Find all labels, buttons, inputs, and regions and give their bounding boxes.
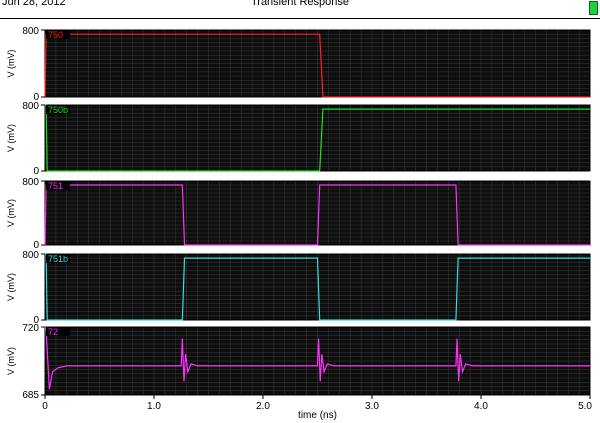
corner-marker-button[interactable] xyxy=(589,1,598,15)
series-name-label-751: 751 xyxy=(48,181,63,191)
date-label: Jun 28, 2012 xyxy=(2,0,66,8)
series-tag-bg-751b xyxy=(46,254,70,263)
series-name-label-751b: 751b xyxy=(48,254,68,264)
series-line-750b xyxy=(45,104,590,172)
x-tick-label-0: 0 xyxy=(42,401,48,412)
y-tick-label-3-1: 800 xyxy=(22,177,39,188)
x-tick-label-2: 2.0 xyxy=(256,401,270,412)
series-tag-bg-751 xyxy=(46,181,70,190)
series-tag-bg-750b xyxy=(46,105,70,114)
series-line-751 xyxy=(44,184,590,246)
series-name-label-750: 750 xyxy=(48,30,63,40)
y-axis-label-1: V (mV) xyxy=(6,49,16,77)
series-tag-bg-72 xyxy=(46,327,70,336)
x-tick-label-5: 5.0 xyxy=(578,401,592,412)
y-tick-label-1-0: 0 xyxy=(33,92,39,103)
y-tick-label-5-1: 720 xyxy=(22,323,39,334)
y-axis-label-5: V (mV) xyxy=(6,347,16,375)
panel-5-frame xyxy=(44,326,591,396)
series-name-label-72: 72 xyxy=(48,327,58,337)
panel-4-frame xyxy=(44,253,591,321)
y-tick-label-5-0: 685 xyxy=(22,390,39,401)
series-name-label-750b: 750b xyxy=(48,105,68,115)
y-tick-label-4-0: 0 xyxy=(33,315,39,326)
y-tick-label-1-1: 800 xyxy=(22,26,39,37)
series-line-72 xyxy=(44,326,590,390)
series-line-750 xyxy=(44,33,590,98)
series-tag-bg-750 xyxy=(46,30,70,39)
x-tick-label-1: 1.0 xyxy=(147,401,161,412)
chart-title: Transient Response xyxy=(250,0,350,8)
y-tick-label-2-1: 800 xyxy=(22,101,39,112)
plot-header: Jun 28, 2012 Transient Response xyxy=(0,0,600,19)
x-tick-label-3: 3.0 xyxy=(365,401,379,412)
x-tick-label-4: 4.0 xyxy=(474,401,488,412)
y-axis-label-4: V (mV) xyxy=(6,273,16,301)
y-axis-label-3: V (mV) xyxy=(6,199,16,227)
y-axis-label-2: V (mV) xyxy=(6,124,16,152)
y-tick-label-3-0: 0 xyxy=(33,240,39,251)
x-axis-label: time (ns) xyxy=(298,410,337,421)
y-tick-label-4-1: 800 xyxy=(22,250,39,261)
y-tick-label-2-0: 0 xyxy=(33,166,39,177)
series-line-751b xyxy=(45,253,590,321)
